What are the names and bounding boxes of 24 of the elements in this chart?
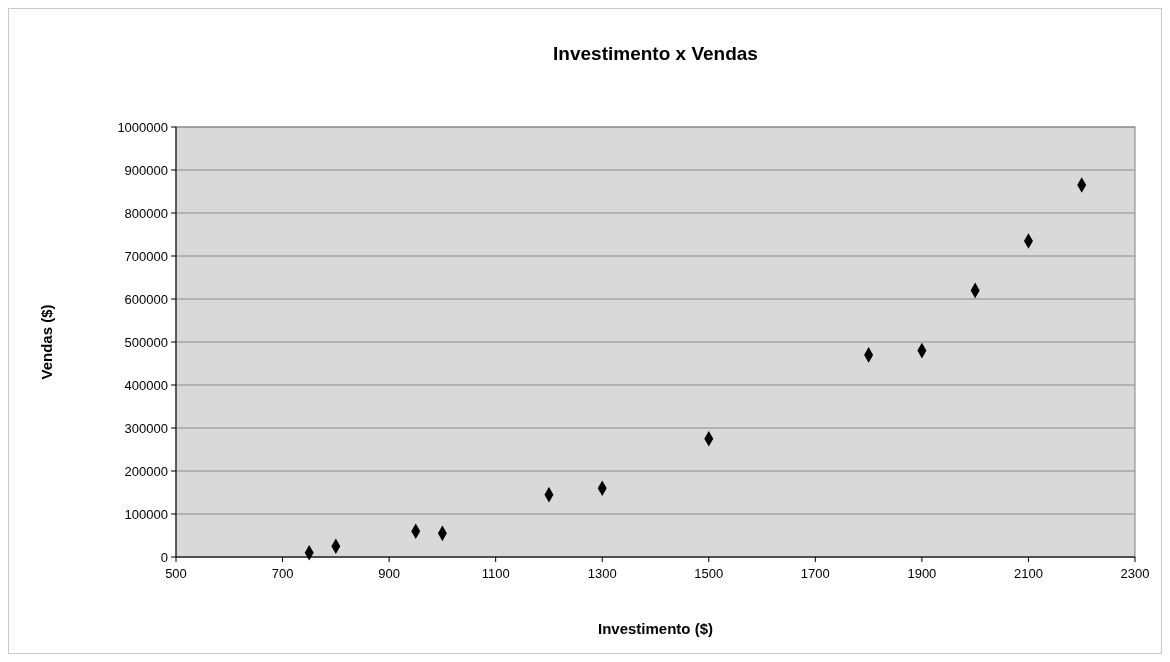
y-axis-title: Vendas ($): [38, 304, 55, 380]
y-tick-label: 700000: [124, 248, 168, 264]
x-tick-label: 1700: [800, 566, 830, 581]
y-tick-label: 300000: [124, 420, 168, 436]
y-tick-label: 900000: [124, 162, 168, 178]
x-tick-label: 1100: [481, 566, 510, 581]
x-tick-label: 2100: [1013, 566, 1043, 581]
y-tick-label: 0: [160, 549, 168, 565]
x-tick-label: 900: [378, 566, 400, 581]
x-tick-label: 2300: [1120, 566, 1150, 581]
y-tick-label: 800000: [124, 205, 168, 221]
y-tick-label: 400000: [124, 377, 168, 393]
x-tick-label: 500: [165, 566, 187, 581]
y-tick-label: 600000: [124, 291, 168, 307]
x-tick-label: 1900: [907, 566, 937, 581]
chart-title: Investimento x Vendas: [553, 43, 758, 64]
x-tick-label: 700: [271, 566, 294, 581]
x-axis-title: Investimento ($): [597, 620, 714, 637]
y-tick-label: 500000: [124, 334, 168, 350]
x-tick-label: 1300: [587, 566, 617, 581]
y-tick-label: 100000: [124, 506, 168, 522]
x-tick-label: 1500: [694, 566, 724, 581]
y-tick-label: 200000: [124, 463, 168, 479]
y-tick-label: 1000000: [117, 119, 168, 135]
